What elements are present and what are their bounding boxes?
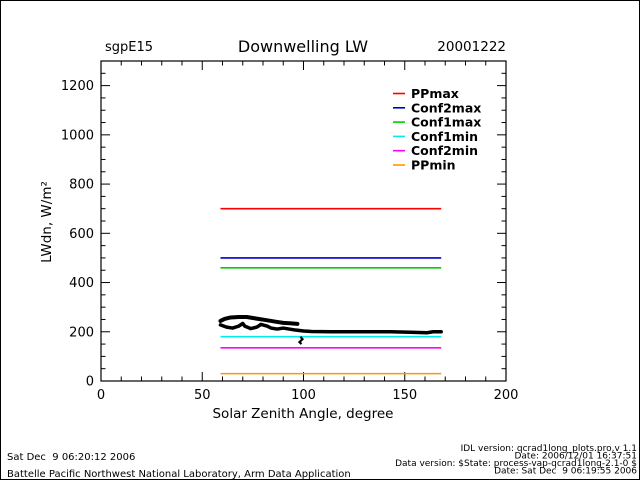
y-tick-label: 1200 (61, 79, 94, 94)
legend-entry-conf1max: Conf1max (393, 115, 481, 130)
plot-content: 0 50 100 150 200 0 200 400 600 800 1000 1200 (61, 60, 519, 403)
y-tick-label: 1000 (61, 128, 94, 143)
y-tick-label: 400 (69, 276, 94, 291)
legend-entry-conf2min: Conf2min (393, 143, 478, 158)
date-label: 20001222 (437, 39, 506, 55)
footer-timestamp: Sat Dec 9 06:20:12 2006 (7, 452, 135, 463)
legend-label-ppmax: PPmax (411, 86, 459, 101)
x-tick-label: 0 (97, 388, 105, 403)
legend-label-conf2max: Conf2max (411, 100, 481, 115)
y-tick-label: 200 (69, 325, 94, 340)
legend-entry-ppmin: PPmin (393, 158, 456, 173)
footer-data-version: Data version: $State: process-vap-qcrad1… (395, 459, 637, 469)
footer-organization: Battelle Pacific Northwest National Labo… (7, 469, 351, 480)
y-tick-label: 0 (86, 375, 94, 390)
x-axis-label: Solar Zenith Angle, degree (212, 406, 393, 422)
legend-entry-conf1min: Conf1min (393, 129, 478, 144)
footer-idl-version: IDL version: qcrad1long_plots.pro,v 1.1 (461, 444, 637, 454)
footer-data-date: Date: Sat Dec 9 06:19:55 2006 (494, 467, 637, 477)
legend: PPmax Conf2max Conf1max Conf1min Conf2mi… (393, 86, 481, 173)
legend-entry-conf2max: Conf2max (393, 100, 481, 115)
x-tick-label: 100 (291, 388, 316, 403)
legend-label-conf2min: Conf2min (411, 143, 478, 158)
y-tick-label: 800 (69, 178, 94, 193)
y-tick-label: 600 (69, 227, 94, 242)
lwdn-outlier-mark (297, 335, 304, 345)
y-axis-label: LWdn, W/m² (39, 181, 55, 263)
x-tick-label: 200 (494, 388, 519, 403)
x-tick-label: 150 (392, 388, 417, 403)
legend-label-conf1max: Conf1max (411, 115, 481, 130)
legend-entry-ppmax: PPmax (393, 86, 459, 101)
legend-label-conf1min: Conf1min (411, 129, 478, 144)
legend-label-ppmin: PPmin (411, 158, 456, 173)
lwdn-data-segment (218, 315, 300, 326)
footer-idl-date: Date: 2006/12/01 16:37:51 (514, 452, 637, 462)
x-tick-label: 50 (194, 388, 211, 403)
lwdn-data-segment (218, 321, 443, 335)
page-title: Downwelling LW (238, 37, 368, 56)
site-label: sgpE15 (105, 40, 153, 55)
